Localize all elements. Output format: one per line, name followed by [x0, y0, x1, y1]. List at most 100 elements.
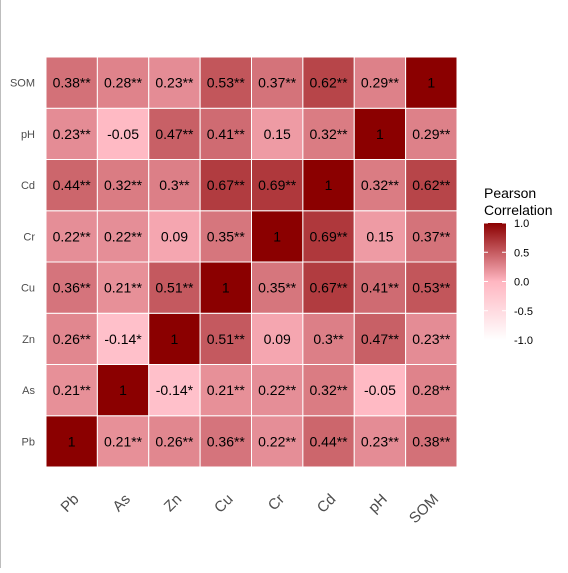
heatmap-cell: [199, 210, 252, 263]
cell-value-label: -0.05: [364, 382, 396, 398]
heatmap-cell: [302, 210, 355, 263]
heatmap-cell: [199, 261, 252, 314]
cell-value-label: 0.32**: [309, 126, 348, 142]
heatmap-cell: [302, 56, 355, 109]
cell-value-label: 0.53**: [207, 75, 246, 91]
cell-value-label: 0.67**: [207, 177, 246, 193]
cell-value-label: 1: [427, 75, 435, 91]
heatmap-cell: [45, 56, 98, 109]
heatmap-cell: [405, 261, 458, 314]
cell-value-label: 0.69**: [258, 177, 297, 193]
cell-value-label: 0.37**: [412, 228, 451, 244]
x-tick-label: Cr: [265, 491, 288, 514]
heatmap-cell: [45, 261, 98, 314]
cell-value-label: 0.51**: [207, 331, 246, 347]
cell-value-label: 0.32**: [361, 177, 400, 193]
cell-value-label: 0.32**: [104, 177, 143, 193]
cell-value-label: 1: [325, 177, 333, 193]
heatmap-cell: [251, 312, 304, 365]
cell-value-label: -0.05: [107, 126, 139, 142]
cell-value-label: 0.26**: [53, 331, 92, 347]
cell-value-label: 0.23**: [155, 75, 194, 91]
cell-value-label: 0.23**: [361, 433, 400, 449]
heatmap-cell: [251, 107, 304, 160]
cell-value-label: 1: [119, 382, 127, 398]
heatmap-cell: [405, 312, 458, 365]
y-tick-label: Cd: [21, 180, 35, 192]
legend-tick-label: 1.0: [514, 218, 529, 230]
cell-value-label: 0.37**: [258, 75, 297, 91]
x-tick-label: SOM: [406, 491, 442, 527]
heatmap-cell: [45, 107, 98, 160]
cell-value-label: 0.29**: [412, 126, 451, 142]
heatmap-cell: [251, 56, 304, 109]
heatmap-cell: [353, 415, 407, 468]
cell-value-label: 0.22**: [53, 228, 92, 244]
y-tick-label: Cu: [21, 283, 35, 295]
cell-value-label: 0.44**: [309, 433, 348, 449]
cell-value-label: 1: [376, 126, 384, 142]
cell-value-label: 0.28**: [412, 382, 451, 398]
heatmap-cell: [199, 364, 252, 417]
heatmap-cell: [353, 107, 407, 160]
heatmap-cell: [96, 159, 150, 212]
cell-value-label: 0.69**: [309, 228, 348, 244]
heatmap-cell-labels: 1 0.21** 0.26** 0.36** 0.22** 0.44** 0.23** 0.3…: [53, 75, 451, 450]
y-tick-label: pH: [21, 129, 35, 141]
cell-value-label: 1: [171, 331, 179, 347]
heatmap-cell: [96, 210, 150, 263]
cell-value-label: 0.09: [161, 228, 188, 244]
cell-value-label: -0.14*: [104, 331, 142, 347]
x-tick-label: Cd: [314, 491, 340, 517]
cell-value-label: 0.62**: [309, 75, 348, 91]
cell-value-label: 0.3**: [159, 177, 190, 193]
cell-value-label: 0.35**: [207, 228, 246, 244]
heatmap-cell: [302, 107, 355, 160]
heatmap-cell: [251, 159, 304, 212]
cell-value-label: 0.36**: [207, 433, 246, 449]
cell-value-label: 0.22**: [258, 382, 297, 398]
x-tick-label: Pb: [58, 491, 83, 516]
cell-value-label: 0.26**: [155, 433, 194, 449]
cell-value-label: 0.09: [264, 331, 291, 347]
heatmap-cell: [96, 415, 150, 468]
cell-value-label: 0.67**: [309, 280, 348, 296]
cell-value-label: 0.22**: [258, 433, 297, 449]
cell-value-label: 0.15: [264, 126, 291, 142]
heatmap-cell: [353, 312, 407, 365]
cell-value-label: 0.32**: [309, 382, 348, 398]
heatmap-cell: [96, 312, 150, 365]
heatmap-cell: [251, 415, 304, 468]
cell-value-label: 0.51**: [155, 280, 194, 296]
cell-value-label: 0.28**: [104, 75, 143, 91]
x-tick-label: Zn: [161, 491, 185, 515]
heatmap-cell: [148, 56, 201, 109]
legend-tick-label: 0.0: [514, 277, 529, 289]
cell-value-label: 0.35**: [258, 280, 297, 296]
cell-value-label: 1: [273, 228, 281, 244]
y-tick-label: SOM: [10, 78, 35, 90]
cell-value-label: 0.21**: [104, 280, 143, 296]
heatmap-cell: [148, 312, 201, 365]
cell-value-label: 0.38**: [53, 75, 92, 91]
x-axis-tick-labels: Pb As Zn Cu Cr Cd pH SOM: [58, 491, 443, 527]
cell-value-label: 0.44**: [53, 177, 92, 193]
heatmap-cell: [199, 312, 252, 365]
cell-value-label: 0.41**: [207, 126, 246, 142]
heatmap-cells: [45, 56, 458, 468]
heatmap-cell: [45, 415, 98, 468]
cell-value-label: 0.23**: [412, 331, 451, 347]
heatmap-cell: [251, 364, 304, 417]
cell-value-label: 0.21**: [53, 382, 92, 398]
heatmap-cell: [96, 107, 150, 160]
heatmap-cell: [148, 210, 201, 263]
legend-colorbar: [484, 223, 506, 340]
heatmap-cell: [45, 159, 98, 212]
cell-value-label: 0.21**: [104, 433, 143, 449]
cell-value-label: 0.47**: [361, 331, 400, 347]
y-axis-tick-labels: Pb As Zn Cu Cr Cd pH SOM: [10, 78, 36, 449]
heatmap-cell: [199, 56, 252, 109]
y-tick-label: Pb: [22, 436, 35, 448]
